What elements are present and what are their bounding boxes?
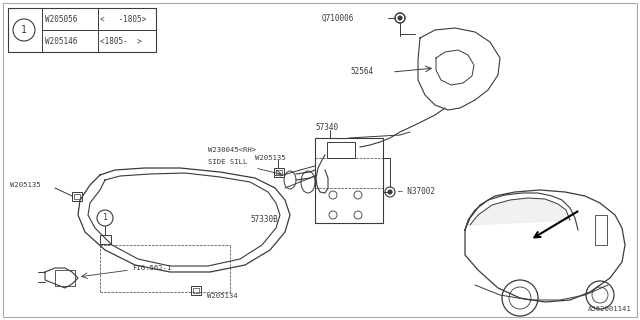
Text: <1805-  >: <1805- > (100, 36, 141, 45)
Text: W205134: W205134 (207, 293, 237, 299)
Polygon shape (470, 198, 570, 225)
Circle shape (398, 16, 402, 20)
Text: 57330B: 57330B (250, 215, 278, 225)
Text: 57340: 57340 (315, 124, 338, 132)
Bar (72, 192, 82, 201)
Bar (274, 168, 284, 177)
Text: W205146: W205146 (45, 36, 77, 45)
Text: 1: 1 (102, 213, 108, 222)
Bar (191, 286, 201, 295)
Text: W230045<RH>: W230045<RH> (208, 147, 256, 153)
Text: A562001141: A562001141 (588, 306, 632, 312)
Text: <   -1805>: < -1805> (100, 14, 147, 23)
Text: SIDE SILL: SIDE SILL (208, 159, 248, 165)
Text: 52564: 52564 (350, 68, 373, 76)
Text: FIG.562-1: FIG.562-1 (132, 265, 172, 271)
Text: — N37002: — N37002 (398, 188, 435, 196)
Bar (315, 138, 383, 223)
Bar (100, 235, 111, 244)
Text: Q710006: Q710006 (322, 13, 355, 22)
Bar (193, 288, 199, 293)
Bar (276, 170, 282, 175)
Bar (55, 270, 75, 286)
Text: W205056: W205056 (45, 14, 77, 23)
Bar (595, 215, 607, 245)
Text: W205135: W205135 (255, 155, 285, 161)
Bar (8, 8, 156, 52)
Text: W205135: W205135 (10, 182, 40, 188)
Bar (74, 194, 80, 199)
Circle shape (388, 190, 392, 194)
Text: 1: 1 (21, 25, 27, 35)
Bar (327, 142, 355, 158)
